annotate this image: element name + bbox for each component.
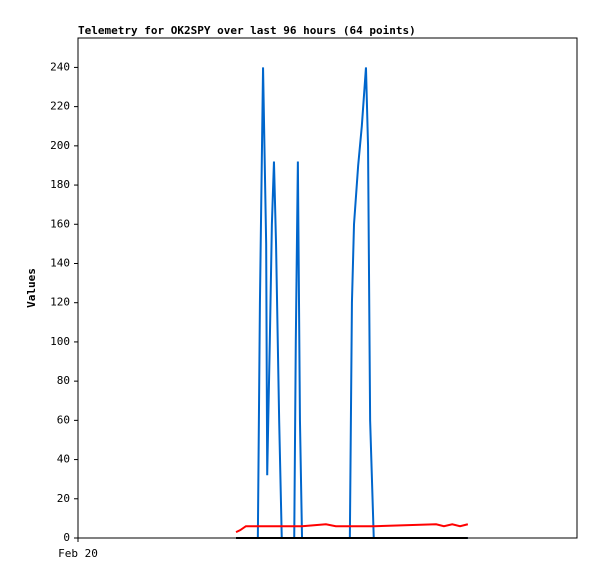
y-tick-label: 160	[50, 217, 70, 230]
y-tick-label: 140	[50, 256, 70, 269]
x-tick-label: Feb 20	[58, 547, 98, 560]
y-tick-label: 20	[57, 492, 70, 505]
y-axis-label: Values	[25, 268, 38, 308]
y-tick-label: 240	[50, 60, 70, 73]
y-tick-label: 220	[50, 100, 70, 113]
y-tick-label: 60	[57, 413, 70, 426]
y-tick-label: 0	[63, 531, 70, 544]
y-tick-label: 200	[50, 139, 70, 152]
chart-title: Telemetry for OK2SPY over last 96 hours …	[78, 24, 416, 37]
series-line	[236, 67, 468, 539]
y-tick-label: 40	[57, 453, 70, 466]
y-tick-label: 120	[50, 296, 70, 309]
series-line	[235, 523, 469, 534]
y-tick-label: 80	[57, 374, 70, 387]
y-tick-label: 100	[50, 335, 70, 348]
y-tick-label: 180	[50, 178, 70, 191]
